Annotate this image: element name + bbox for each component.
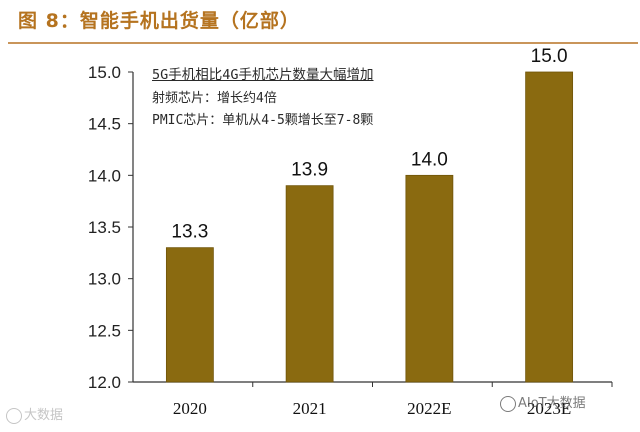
bar (165, 247, 214, 383)
watermark-logo-icon (6, 407, 22, 424)
bar (405, 174, 454, 383)
watermark-right-text: AIoT大数据 (518, 396, 586, 411)
data-label: 13.9 (291, 160, 328, 181)
x-tick-label: 2020 (173, 399, 207, 418)
bar (525, 71, 574, 383)
x-tick-label: 2023E (527, 399, 571, 418)
annotation-line-rf: 射频芯片：增长约4倍 (152, 91, 277, 106)
figure-title: 图 8：智能手机出货量（亿部） (18, 10, 300, 32)
watermark-left-text: 大数据 (24, 408, 64, 423)
annotation-title: 5G手机相比4G手机芯片数量大幅增加 (152, 67, 374, 83)
watermark-left: 大数据 (6, 404, 63, 424)
y-tick-label: 14.5 (88, 115, 121, 134)
bar (285, 185, 334, 383)
x-tick-label: 2021 (293, 399, 327, 418)
y-tick-label: 12.5 (88, 321, 121, 340)
data-label: 14.0 (411, 149, 448, 170)
title-divider (8, 42, 638, 44)
y-tick-label: 13.0 (88, 270, 121, 289)
x-tick-label: 2022E (407, 399, 451, 418)
data-label: 13.3 (171, 222, 208, 243)
y-tick-label: 15.0 (88, 63, 121, 82)
annotation-line-pmic: PMIC芯片：单机从4-5颗增长至7-8颗 (152, 113, 374, 128)
y-tick-label: 13.5 (88, 218, 121, 237)
watermark-right: AIoT大数据 (500, 392, 586, 412)
data-label: 15.0 (531, 46, 568, 67)
y-tick-label: 12.0 (88, 373, 121, 392)
wechat-logo-icon (500, 395, 516, 412)
y-tick-label: 14.0 (88, 166, 121, 185)
